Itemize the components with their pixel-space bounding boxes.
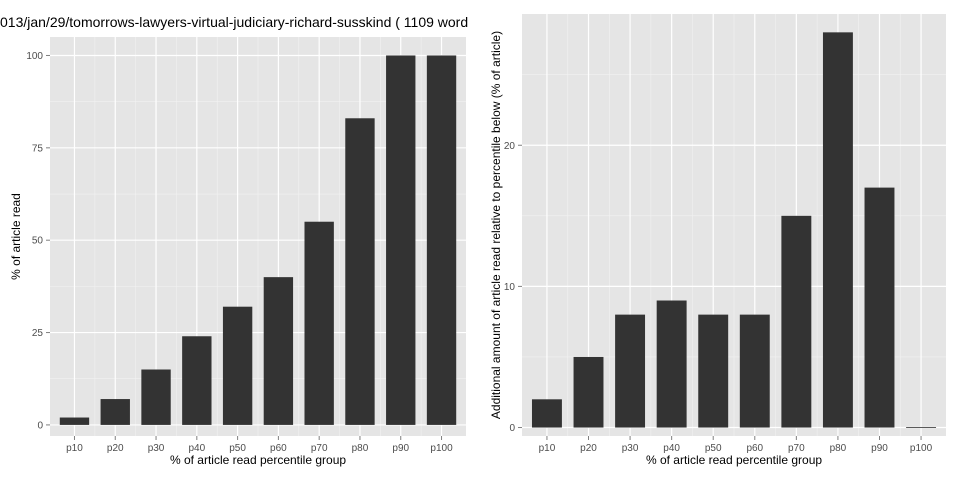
x-tick-label: p80 [352, 443, 369, 454]
y-tick-label: 0 [37, 420, 43, 431]
y-axis-title: % of article read [9, 193, 23, 280]
x-tick-label: p10 [539, 443, 556, 454]
x-tick-label: p100 [430, 443, 453, 454]
x-tick-label: p60 [746, 443, 763, 454]
y-tick-label: 100 [26, 51, 43, 62]
bar-p90 [386, 55, 416, 425]
chart-title: 013/jan/29/tomorrows-lawyers-virtual-jud… [0, 14, 469, 30]
bar-p30 [141, 369, 171, 425]
bar-p100 [426, 55, 457, 425]
x-tick-label: p40 [663, 443, 680, 454]
x-tick-label: p100 [910, 443, 933, 454]
bar-p30 [615, 314, 646, 428]
bar-p40 [656, 300, 687, 428]
x-tick-label: p30 [622, 443, 639, 454]
y-tick-label: 25 [32, 328, 44, 339]
x-tick-label: p70 [788, 443, 805, 454]
x-axis-title: % of article read percentile group [170, 453, 346, 467]
x-tick-label: p70 [311, 443, 328, 454]
bar-p70 [304, 221, 334, 425]
bar-p80 [345, 118, 375, 425]
y-axis-title: Additional amount of article read relati… [489, 31, 503, 419]
x-tick-label: p20 [580, 443, 597, 454]
y-tick-label: 75 [32, 143, 44, 154]
bar-p20 [100, 399, 130, 425]
y-tick-label: 0 [509, 423, 515, 434]
bar-p40 [182, 336, 212, 425]
bar-p10 [59, 417, 90, 425]
x-tick-label: p10 [66, 443, 83, 454]
bar-p60 [739, 314, 770, 428]
bar-p50 [222, 306, 253, 425]
bar-p90 [864, 187, 895, 428]
x-tick-label: p50 [705, 443, 722, 454]
x-tick-label: p90 [871, 443, 888, 454]
y-tick-label: 20 [504, 141, 516, 152]
bar-p50 [698, 314, 729, 428]
bar-p70 [781, 215, 812, 428]
y-tick-label: 50 [32, 236, 44, 247]
bar-p80 [822, 32, 853, 428]
bar-p100 [906, 427, 937, 428]
x-tick-label: p80 [830, 443, 847, 454]
x-tick-label: p60 [270, 443, 287, 454]
x-tick-label: p40 [188, 443, 205, 454]
x-tick-label: p90 [392, 443, 409, 454]
bar-p60 [263, 277, 294, 425]
x-tick-label: p30 [148, 443, 165, 454]
x-tick-label: p20 [107, 443, 124, 454]
bar-p20 [573, 356, 604, 428]
x-axis-title: % of article read percentile group [646, 453, 822, 467]
bar-p10 [531, 399, 562, 428]
x-tick-label: p50 [229, 443, 246, 454]
y-tick-label: 10 [504, 282, 516, 293]
